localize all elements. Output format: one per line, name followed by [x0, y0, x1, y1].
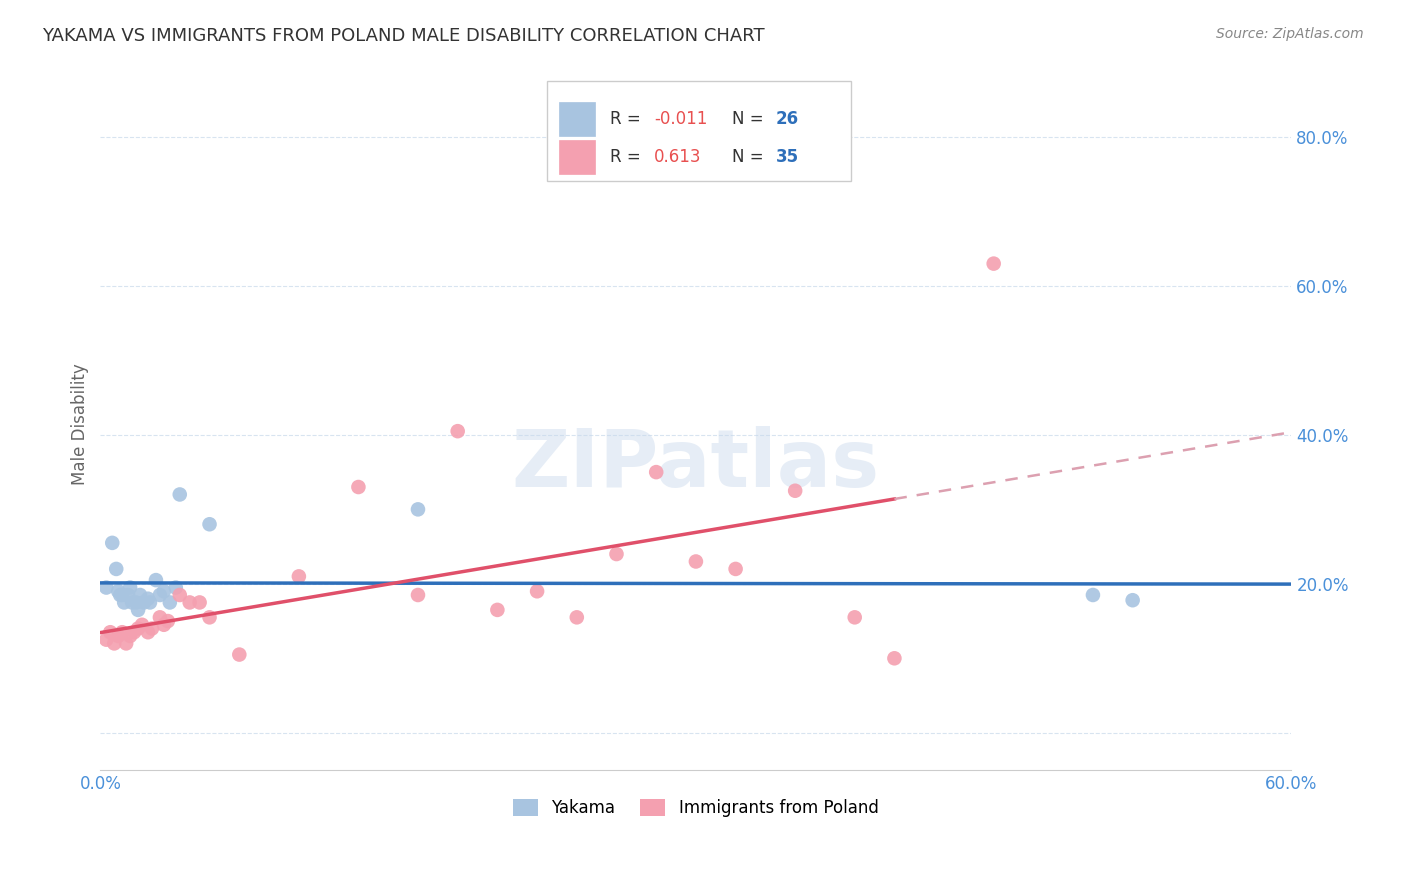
Point: [883, 651, 905, 665]
Point: [111, 588, 134, 602]
Point: [153, 584, 176, 599]
Point: [96, 632, 118, 647]
Point: [145, 573, 167, 587]
Point: [103, 636, 125, 650]
Point: [198, 517, 221, 532]
Text: N =: N =: [731, 148, 769, 166]
Point: [159, 595, 181, 609]
Text: R =: R =: [610, 148, 647, 166]
Point: [129, 588, 152, 602]
Point: [131, 617, 153, 632]
Text: 26: 26: [776, 110, 799, 128]
Point: [347, 480, 370, 494]
Point: [179, 595, 201, 609]
Text: N =: N =: [731, 110, 769, 128]
Point: [724, 562, 747, 576]
Point: [101, 536, 124, 550]
Point: [127, 603, 149, 617]
Text: 0.613: 0.613: [654, 148, 702, 166]
Point: [96, 581, 118, 595]
Point: [645, 465, 668, 479]
Point: [198, 610, 221, 624]
Text: ZIPatlas: ZIPatlas: [512, 426, 880, 504]
Point: [406, 502, 429, 516]
Point: [149, 588, 172, 602]
FancyBboxPatch shape: [547, 81, 851, 181]
Point: [486, 603, 509, 617]
Point: [844, 610, 866, 624]
Point: [127, 622, 149, 636]
Point: [120, 629, 142, 643]
Point: [153, 617, 176, 632]
FancyBboxPatch shape: [560, 102, 595, 136]
Point: [605, 547, 627, 561]
Y-axis label: Male Disability: Male Disability: [72, 363, 89, 484]
Text: YAKAMA VS IMMIGRANTS FROM POLAND MALE DISABILITY CORRELATION CHART: YAKAMA VS IMMIGRANTS FROM POLAND MALE DI…: [42, 27, 765, 45]
Point: [107, 629, 129, 643]
Point: [115, 636, 138, 650]
Point: [685, 554, 707, 568]
Point: [136, 591, 159, 606]
Point: [121, 595, 143, 609]
Point: [1081, 588, 1104, 602]
Point: [98, 625, 121, 640]
Point: [565, 610, 588, 624]
Text: 35: 35: [776, 148, 799, 166]
Point: [526, 584, 548, 599]
Point: [120, 581, 142, 595]
Point: [141, 622, 163, 636]
Legend: Yakama, Immigrants from Poland: Yakama, Immigrants from Poland: [506, 792, 886, 824]
Point: [136, 625, 159, 640]
Point: [111, 625, 134, 640]
Point: [447, 424, 470, 438]
Point: [785, 483, 807, 498]
Point: [108, 588, 131, 602]
Point: [132, 595, 155, 609]
FancyBboxPatch shape: [560, 140, 595, 175]
Text: R =: R =: [610, 110, 647, 128]
Point: [983, 257, 1005, 271]
Text: -0.011: -0.011: [654, 110, 707, 128]
Point: [169, 588, 191, 602]
Point: [406, 588, 429, 602]
Point: [156, 614, 179, 628]
Point: [169, 487, 191, 501]
Point: [122, 625, 145, 640]
Point: [288, 569, 311, 583]
Point: [112, 595, 135, 609]
Point: [139, 595, 162, 609]
Point: [105, 562, 128, 576]
Point: [125, 595, 148, 609]
Point: [165, 581, 187, 595]
Text: Source: ZipAtlas.com: Source: ZipAtlas.com: [1216, 27, 1364, 41]
Point: [188, 595, 211, 609]
Point: [117, 588, 139, 602]
Point: [107, 584, 129, 599]
Point: [149, 610, 172, 624]
Point: [228, 648, 250, 662]
Point: [1122, 593, 1144, 607]
